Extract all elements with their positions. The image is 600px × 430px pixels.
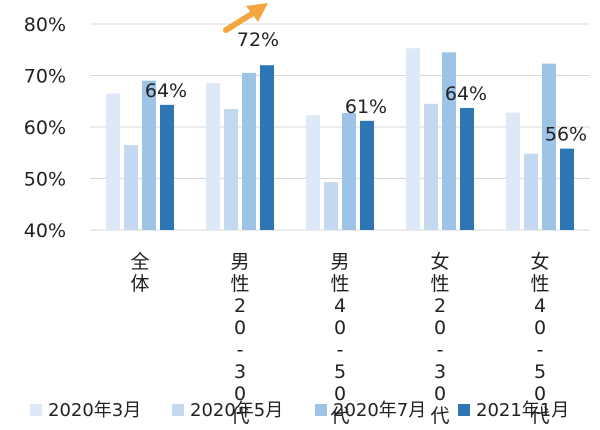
category-glyph: 0 xyxy=(434,317,446,339)
bar-4-3 xyxy=(360,120,374,230)
bar-2-5 xyxy=(524,153,538,230)
legend-label: 2021年1月 xyxy=(476,400,569,421)
y-axis: 40% 50% 60% 70% 80% xyxy=(24,14,66,242)
bar-3-3 xyxy=(342,113,356,230)
category-glyph: - xyxy=(537,339,544,361)
y-tick-label: 50% xyxy=(24,169,66,191)
bar-4-1 xyxy=(160,104,174,230)
category-glyph: 3 xyxy=(234,361,246,383)
bar-2-2 xyxy=(224,108,238,230)
category-glyph: 0 xyxy=(334,383,346,405)
category-glyph: 代 xyxy=(230,405,249,427)
category-label: 男性 2 0 -3 0 代 xyxy=(230,251,249,427)
category-glyph: 性 xyxy=(430,273,449,295)
category-glyph: 代 xyxy=(530,405,549,427)
category-glyph: 0 xyxy=(234,383,246,405)
data-label: 64% xyxy=(145,80,187,102)
category-glyph: 0 xyxy=(334,317,346,339)
category-glyph: 全 xyxy=(130,251,149,273)
category-glyph: 代 xyxy=(430,405,449,427)
category-glyph: 0 xyxy=(534,317,546,339)
y-tick-label: 80% xyxy=(24,14,66,36)
y-tick-label: 60% xyxy=(24,117,66,139)
y-tick-label: 40% xyxy=(24,220,66,242)
bar-3-5 xyxy=(542,63,556,230)
category-glyph: 男 xyxy=(230,251,249,273)
legend-swatch xyxy=(458,404,470,416)
annotation-arrow xyxy=(223,3,268,33)
category-glyph: 男 xyxy=(330,251,349,273)
category-glyph: 5 xyxy=(334,361,346,383)
data-labels: 64% 72% 61% 64% 56% xyxy=(145,29,587,146)
bar-1-5 xyxy=(506,112,520,230)
category-glyph: 女 xyxy=(430,251,449,273)
bar-2-1 xyxy=(124,145,138,230)
data-label: 72% xyxy=(237,29,279,51)
category-glyph: 0 xyxy=(534,383,546,405)
bar-1-3 xyxy=(306,115,320,230)
legend-swatch xyxy=(30,404,42,416)
bar-2-3 xyxy=(324,182,338,230)
category-glyph: 0 xyxy=(234,317,246,339)
bar-4-4 xyxy=(460,107,474,230)
category-glyph: 4 xyxy=(334,295,346,317)
category-glyph: - xyxy=(337,339,344,361)
category-glyph: - xyxy=(437,339,444,361)
data-label: 64% xyxy=(445,83,487,105)
y-tick-label: 70% xyxy=(24,66,66,88)
bar-3-4 xyxy=(442,52,456,231)
bars xyxy=(106,48,574,231)
bar-3-1 xyxy=(142,80,156,231)
category-label: 女性 2 0 -3 0 代 xyxy=(430,251,449,427)
arrow-head xyxy=(246,3,268,22)
category-glyph: 代 xyxy=(330,405,349,427)
category-glyph: 性 xyxy=(530,273,549,295)
legend-swatch xyxy=(172,404,184,416)
legend-swatch xyxy=(315,404,327,416)
bar-1-1 xyxy=(106,93,120,231)
category-glyph: 性 xyxy=(330,273,349,295)
category-glyph: 体 xyxy=(130,273,149,295)
category-glyph: 0 xyxy=(434,383,446,405)
legend: 2020年3月 2020年5月 2020年7月 2021年1月 xyxy=(30,400,569,421)
bar-1-4 xyxy=(406,48,420,230)
legend-label: 2020年5月 xyxy=(190,400,283,421)
bar-3-2 xyxy=(242,72,256,230)
category-label: 男性 4 0 -5 0 代 xyxy=(330,251,349,427)
category-glyph: 4 xyxy=(534,295,546,317)
legend-label: 2020年3月 xyxy=(48,400,141,421)
bar-4-5 xyxy=(560,148,574,230)
category-label: 全体 xyxy=(130,251,149,295)
category-glyph: 2 xyxy=(434,295,446,317)
data-label: 56% xyxy=(545,124,587,146)
bar-4-2 xyxy=(260,65,274,230)
bar-1-2 xyxy=(206,83,220,230)
legend-label: 2020年7月 xyxy=(333,400,426,421)
category-label: 女性 4 0 -5 0 代 xyxy=(530,251,549,427)
category-glyph: 5 xyxy=(534,361,546,383)
category-glyph: - xyxy=(237,339,244,361)
category-glyph: 3 xyxy=(434,361,446,383)
category-glyph: 2 xyxy=(234,295,246,317)
bar-2-4 xyxy=(424,103,438,230)
category-glyph: 女 xyxy=(530,251,549,273)
category-glyph: 性 xyxy=(230,273,249,295)
data-label: 61% xyxy=(345,96,387,118)
